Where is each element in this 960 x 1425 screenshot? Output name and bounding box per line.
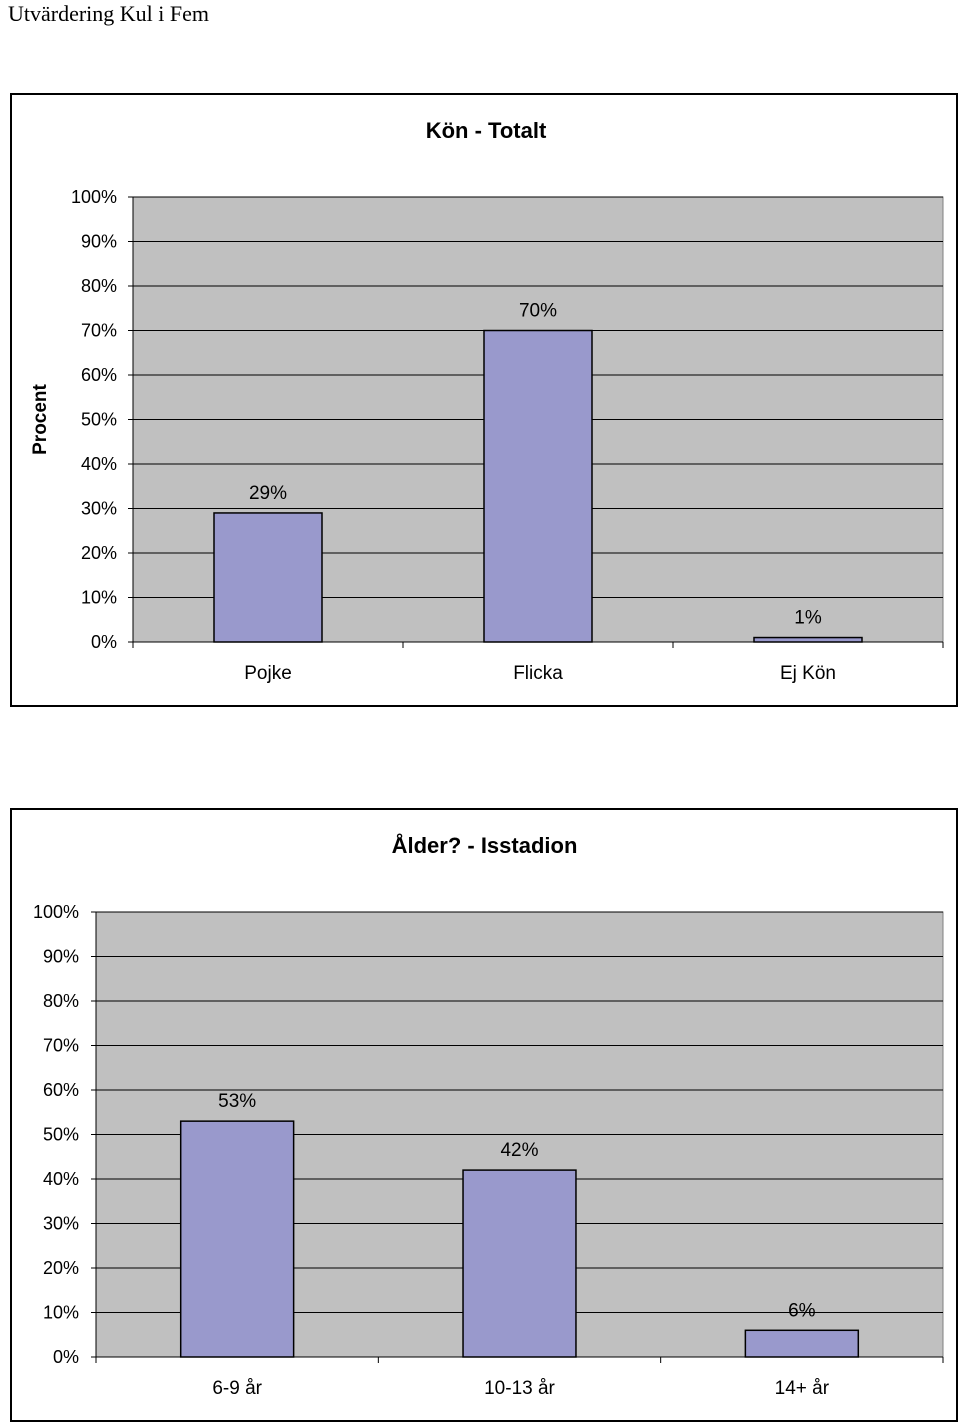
y-axis-label: Procent	[30, 383, 51, 454]
bar	[483, 329, 593, 643]
x-tick-label: 6-9 år	[212, 1378, 262, 1399]
data-label: 1%	[794, 608, 822, 629]
data-label: 53%	[218, 1091, 256, 1112]
y-tick-label: 80%	[81, 276, 117, 296]
y-tick-label: 90%	[43, 947, 79, 967]
y-tick-label: 50%	[43, 1125, 79, 1145]
bar	[744, 1329, 860, 1358]
y-tick-label: 30%	[43, 1214, 79, 1234]
document-title: Utvärdering Kul i Fem	[8, 1, 210, 26]
bar	[462, 1169, 577, 1358]
y-tick-label: 0%	[91, 632, 117, 652]
x-tick-label: Pojke	[244, 663, 292, 684]
x-tick-label: 10-13 år	[484, 1378, 555, 1399]
bar	[179, 1120, 295, 1358]
y-tick-label: 0%	[53, 1347, 79, 1367]
y-tick-label: 60%	[43, 1080, 79, 1100]
y-tick-label: 50%	[81, 410, 117, 430]
y-tick-label: 70%	[81, 321, 117, 341]
chart-alder-isstadion-svg: Ålder? - Isstadion 0% 10% 20% 30% 40% 50% 60% 70…	[33, 832, 944, 1399]
y-tick-label: 100%	[71, 187, 117, 207]
data-label: 42%	[500, 1140, 538, 1161]
y-tick-label: 70%	[43, 1036, 79, 1056]
y-tick-label: 10%	[43, 1303, 79, 1323]
y-tick-label: 60%	[81, 365, 117, 385]
y-tick-label: 40%	[81, 454, 117, 474]
data-label: 29%	[249, 483, 287, 504]
y-tick-label: 10%	[81, 588, 117, 608]
x-tick-label: 14+ år	[775, 1378, 830, 1399]
chart-alder-isstadion: Ålder? - Isstadion 0% 10% 20% 30% 40% 50% 60% 70…	[10, 808, 958, 1422]
y-tick-label: 100%	[33, 902, 79, 922]
x-tick-label: Flicka	[513, 663, 563, 684]
y-tick-label: 20%	[81, 543, 117, 563]
chart-kon-totalt-svg: Kön - Totalt Procent 0% 10% 20% 30% 40% 50% 60% 7…	[30, 118, 944, 684]
data-label: 70%	[519, 301, 557, 322]
chart-title: Kön - Totalt	[426, 118, 547, 143]
y-tick-label: 90%	[81, 232, 117, 252]
bar	[753, 636, 863, 643]
chart-kon-totalt: Kön - Totalt Procent 0% 10% 20% 30% 40% 50% 60% 7…	[10, 93, 958, 707]
chart-title: Ålder? - Isstadion	[392, 832, 578, 858]
y-tick-label: 30%	[81, 499, 117, 519]
data-label: 6%	[788, 1300, 816, 1321]
y-tick-label: 40%	[43, 1169, 79, 1189]
y-tick-label: 20%	[43, 1258, 79, 1278]
x-tick-label: Ej Kön	[780, 663, 836, 684]
bar	[213, 512, 323, 643]
y-tick-label: 80%	[43, 991, 79, 1011]
